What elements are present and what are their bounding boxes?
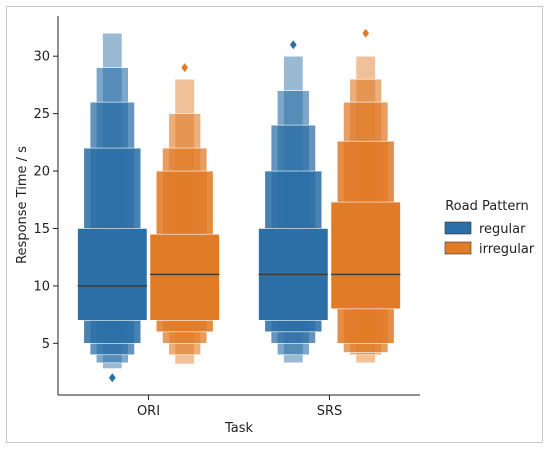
outlier-point: [289, 40, 297, 50]
x-tick-label: SRS: [317, 404, 343, 419]
legend: Road Pattern regular irregular: [444, 199, 535, 257]
y-ticks: 5 10 15 20 25 30: [33, 50, 58, 352]
outlier-point: [181, 63, 189, 73]
boxen-level-1: [77, 228, 148, 321]
boxen-irregular-SRS: [330, 28, 401, 364]
boxen-regular-SRS: [258, 40, 329, 364]
figure-border: [6, 6, 543, 443]
y-tick-label: 20: [33, 165, 50, 180]
y-tick-label: 30: [33, 50, 50, 65]
x-axis-label: Task: [224, 421, 254, 436]
legend-title: Road Pattern: [445, 199, 529, 214]
legend-swatch-regular: [444, 221, 472, 235]
legend-swatch-irregular: [444, 241, 472, 255]
boxen-level-1: [330, 201, 401, 310]
outlier-point: [362, 28, 370, 38]
axes: [57, 16, 420, 396]
legend-items: regular irregular: [444, 221, 535, 257]
x-ticks: ORI SRS: [137, 395, 342, 419]
y-tick-label: 25: [33, 107, 50, 122]
legend-label-regular: regular: [479, 222, 526, 237]
y-tick-label: 15: [33, 222, 50, 237]
x-tick-label: ORI: [137, 404, 160, 419]
legend-label-irregular: irregular: [479, 242, 535, 257]
y-axis-label: Response Time / s: [15, 146, 30, 264]
boxen-level-1: [149, 233, 220, 321]
boxen-irregular-ORI: [149, 63, 220, 365]
plot-area: [77, 28, 401, 383]
y-tick-label: 10: [33, 279, 50, 294]
boxen-regular-ORI: [77, 32, 148, 383]
y-tick-label: 5: [42, 337, 50, 352]
outlier-point: [108, 373, 116, 383]
